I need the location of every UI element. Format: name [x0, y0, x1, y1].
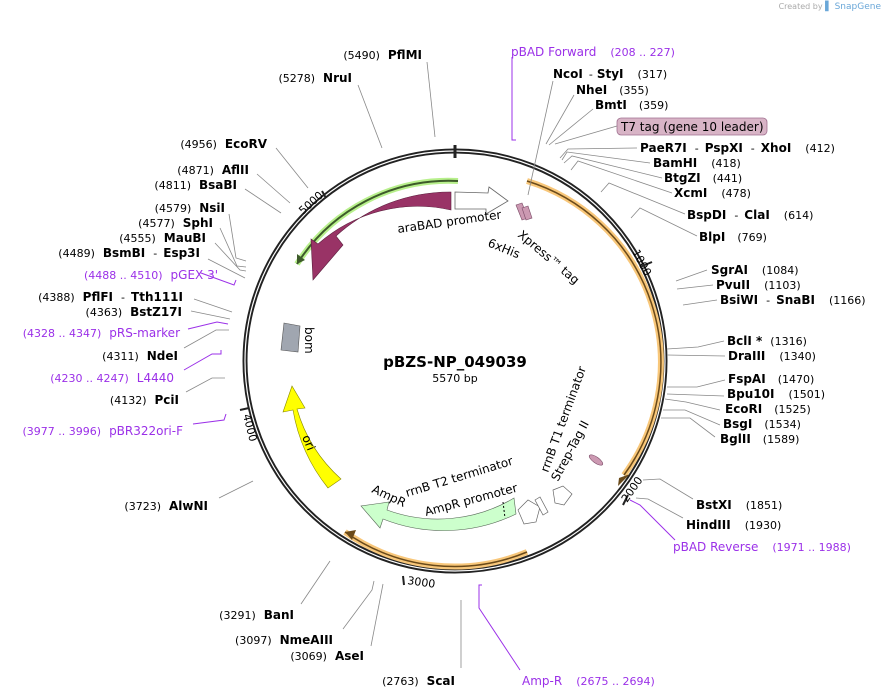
ampR-promoter-feature[interactable] — [517, 499, 541, 525]
svg-text:NheI(355): NheI (355) — [576, 83, 649, 97]
ori-feature[interactable] — [282, 385, 342, 489]
svg-text:(4811)BsaBI: (4811) BsaBI — [154, 178, 237, 192]
left-enzyme-leaders — [183, 61, 462, 668]
orf-highlight-arc-right[interactable] — [526, 178, 664, 477]
svg-text:XcmI(478): XcmI (478) — [674, 186, 751, 200]
pgex-leader — [200, 272, 237, 286]
left-enzyme-labels: (5490) PflMI (5278) NruI (4956) EcoRV (4871… — [38, 48, 455, 688]
tick-4000: 4000 — [240, 413, 259, 443]
svg-text:BsiWI-SnaBI(1166): BsiWI - SnaBI (1166) — [720, 293, 866, 307]
bom-feature[interactable] — [280, 322, 301, 353]
svg-text:(4132)PciI: (4132) PciI — [110, 393, 179, 407]
svg-text:(4363)BstZ17I: (4363) BstZ17I — [86, 305, 182, 319]
svg-text:BmtI(359): BmtI (359) — [595, 98, 668, 112]
svg-text:(2763)ScaI: (2763) ScaI — [382, 674, 455, 688]
plasmid-name: pBZS-NP_049039 — [383, 353, 527, 371]
svg-text:EcoRI(1525): EcoRI (1525) — [725, 402, 811, 416]
l4440-leader — [183, 350, 222, 371]
svg-text:BglII(1589): BglII (1589) — [720, 432, 799, 446]
svg-text:(4311)NdeI: (4311) NdeI — [102, 349, 178, 363]
svg-text:BsgI(1534): BsgI (1534) — [723, 417, 801, 431]
svg-text:PvuII(1103): PvuII (1103) — [716, 278, 801, 292]
araC-feature[interactable] — [310, 191, 452, 281]
svg-text:(5278)NruI: (5278) NruI — [278, 71, 352, 85]
svg-text:(4555)MauBI: (4555) MauBI — [119, 231, 206, 245]
right-enzyme-leaders — [527, 80, 726, 519]
tick-3000: 3000 — [407, 574, 437, 591]
ampR-feature[interactable] — [360, 497, 517, 531]
primer-amp-r[interactable]: Amp-R (2675 .. 2694) — [522, 674, 655, 688]
araBAD-promoter-feature[interactable] — [454, 186, 509, 215]
primers: pBAD Forward (208 .. 227) pBAD Reverse (19… — [23, 45, 851, 688]
primer-pbad-reverse[interactable]: pBAD Reverse (1971 .. 1988) — [673, 540, 851, 554]
svg-text:(4388)PflFI-Tth111I: (4388) PflFI - Tth111I — [38, 290, 183, 304]
plasmid-length: 5570 bp — [432, 372, 477, 385]
svg-text:(4871)AflII: (4871) AflII — [177, 163, 249, 177]
svg-text:(4956)EcoRV: (4956) EcoRV — [180, 137, 267, 151]
pbad-reverse-leader — [629, 499, 676, 541]
svg-text:BspDI-ClaI(614): BspDI - ClaI (614) — [687, 208, 813, 222]
snapgene-logo: ▌ — [825, 2, 833, 12]
pbad-forward-leader — [511, 57, 516, 141]
amp-r-leader — [478, 584, 521, 671]
tick-5000: 5000 — [296, 189, 326, 217]
svg-text:BclI *(1316): BclI * (1316) — [727, 334, 807, 348]
ori-label: ori — [299, 433, 318, 453]
svg-text:BstXI(1851): BstXI (1851) — [696, 498, 782, 512]
pbr322ori-leader — [192, 413, 227, 425]
svg-text:BtgZI(441): BtgZI (441) — [664, 171, 742, 185]
svg-text:(3097)NmeAIII: (3097) NmeAIII — [235, 633, 333, 647]
bom-label: bom — [302, 327, 316, 354]
svg-text:DraIII(1340): DraIII (1340) — [728, 349, 816, 363]
svg-text:BlpI(769): BlpI (769) — [699, 230, 767, 244]
primer-prs-marker[interactable]: (4328 .. 4347) pRS-marker — [23, 326, 180, 340]
primer-l4440[interactable]: (4230 .. 4247) L4440 — [50, 371, 174, 385]
svg-text:(5490)PflMI: (5490) PflMI — [343, 48, 422, 62]
svg-text:HindIII(1930): HindIII (1930) — [686, 518, 781, 532]
t7-tag-box[interactable] — [616, 117, 768, 136]
primer-pgex-3[interactable]: (4488 .. 4510) pGEX 3' — [84, 268, 218, 282]
primer-pbr322ori-f[interactable]: (3977 .. 3996) pBR322ori-F — [23, 424, 184, 438]
6xHis-label: 6xHis — [486, 236, 522, 261]
svg-text:(3291)BanI: (3291) BanI — [219, 608, 294, 622]
svg-text:SgrAI(1084): SgrAI (1084) — [711, 263, 798, 277]
svg-text:BamHI(418): BamHI (418) — [653, 156, 741, 170]
svg-text:NcoI-StyI(317): NcoI - StyI (317) — [553, 67, 667, 81]
svg-text:(3069)AseI: (3069) AseI — [290, 649, 364, 663]
xpress-tag-label: Xpress™ tag — [515, 228, 582, 288]
rrnB-T1-feature[interactable] — [552, 485, 573, 506]
svg-text:(4577)SphI: (4577) SphI — [138, 216, 213, 230]
his-xpress-tags[interactable] — [515, 202, 533, 221]
backbone — [242, 145, 668, 574]
svg-text:(4579)NsiI: (4579) NsiI — [155, 201, 225, 215]
t7-tag-label: T7 tag (gene 10 leader) — [620, 120, 764, 134]
svg-text:FspAI(1470): FspAI (1470) — [728, 372, 814, 386]
prs-marker-leader — [187, 321, 229, 330]
primer-pbad-forward[interactable]: pBAD Forward (208 .. 227) — [511, 45, 675, 59]
strep-tag-feature[interactable] — [588, 453, 605, 467]
rrnB-T2-feature[interactable] — [534, 496, 549, 516]
svg-text:Bpu10I(1501): Bpu10I (1501) — [727, 387, 825, 401]
snapgene-credit: Created by ▌ SnapGene — [779, 2, 881, 12]
araBAD-promoter-label: araBAD promoter — [396, 208, 502, 236]
svg-text:(4489)BsmBI-Esp3I: (4489) BsmBI - Esp3I — [58, 246, 200, 260]
svg-text:(3723)AlwNI: (3723) AlwNI — [124, 499, 208, 513]
right-enzyme-labels: NcoI - StyI (317) NheI (355) BmtI (359) PaeR7… — [553, 67, 866, 532]
araC-label: araC — [363, 208, 394, 234]
credit-brand: SnapGene — [834, 2, 881, 12]
credit-prefix: Created by — [778, 2, 823, 11]
svg-text:PaeR7I-PspXI-XhoI(412): PaeR7I - PspXI - XhoI (412) — [640, 141, 835, 155]
